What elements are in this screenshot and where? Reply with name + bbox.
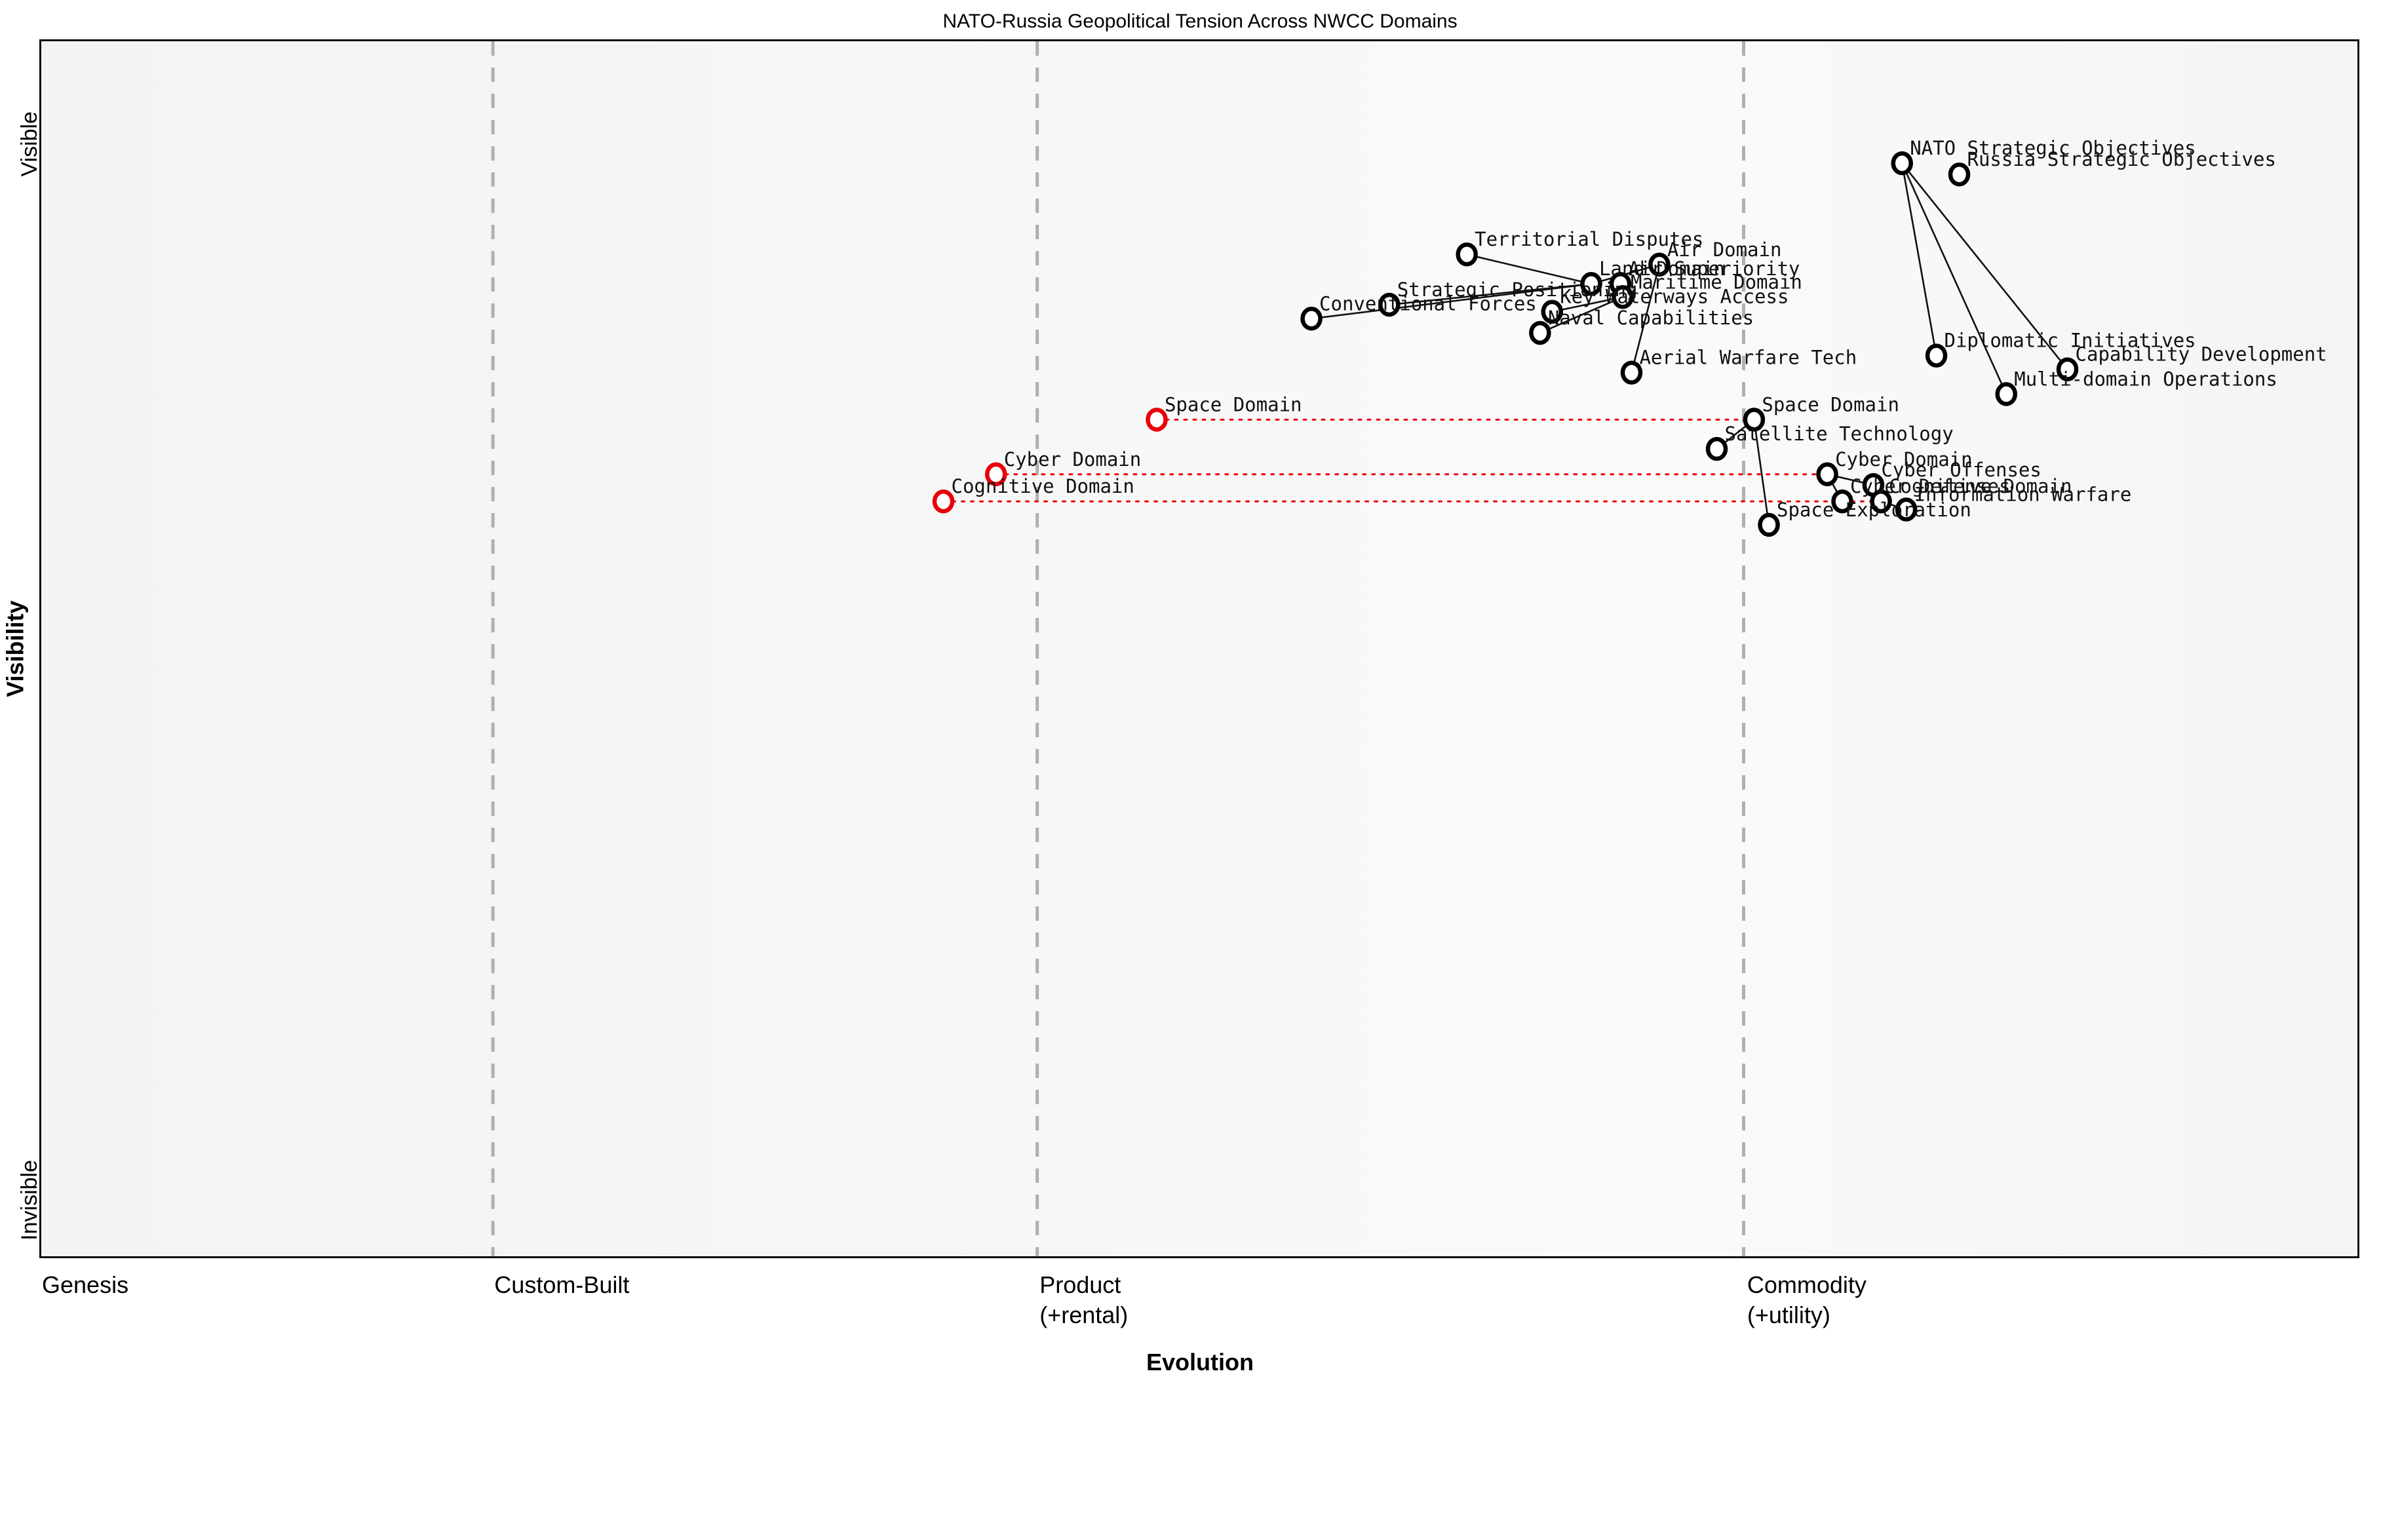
node-aerial_warfare_tech[interactable]: [1620, 360, 1643, 385]
edge-maritime_domain-to-key_waterways_access: [1551, 296, 1623, 313]
node-label-conventional_forces: Conventional Forces: [1319, 292, 1537, 315]
x-tick-main: Custom-Built: [494, 1271, 630, 1298]
node-label-information_warfare: Information Warfare: [1914, 484, 2132, 506]
node-label-maritime_domain: Maritime Domain: [1631, 271, 1802, 293]
node-label-cyber_offenses: Cyber Offenses: [1881, 459, 2041, 481]
node-label-naval_capabilities: Naval Capabilities: [1548, 307, 1754, 329]
node-label-territorial_disputes: Territorial Disputes: [1475, 228, 1703, 250]
plot-area: NATO Strategic Objectives Russia Strategi…: [39, 39, 2359, 1258]
edge-nato_strategic_objectives-to-multi_domain_operations: [1901, 163, 2007, 395]
node-label-russia_strategic_objectives: Russia Strategic Objectives: [1967, 148, 2276, 170]
node-label-cognitive_domain_from: Cognitive Domain: [951, 475, 1134, 497]
node-space_domain_to[interactable]: [1743, 408, 1766, 432]
node-label-satellite_technology: Satellite Technology: [1724, 423, 1953, 445]
node-label-multi_domain_operations: Multi-domain Operations: [2014, 368, 2277, 390]
node-label-diplomatic_initiatives: Diplomatic Initiatives: [1945, 330, 2196, 352]
node-label-air_domain: Air Domain: [1667, 239, 1782, 261]
edge-space_domain_to-to-space_exploration: [1753, 419, 1770, 526]
x-axis-label: Evolution: [1146, 1349, 1254, 1376]
node-information_warfare[interactable]: [1895, 497, 1918, 522]
chart-title: NATO-Russia Geopolitical Tension Across …: [942, 10, 1458, 32]
node-nato_strategic_objectives[interactable]: [1891, 151, 1913, 176]
x-tick-commodity: Commodity (+utility): [1747, 1270, 1867, 1330]
node-label-air_superiority: Air Superiority: [1628, 258, 1800, 280]
node-cognitive_domain_from[interactable]: [932, 489, 955, 514]
node-label-space_exploration: Space Exploration: [1777, 499, 1971, 521]
node-label-cyber_domain_to: Cyber Domain: [1835, 448, 1973, 471]
node-space_exploration[interactable]: [1758, 512, 1780, 537]
node-satellite_technology[interactable]: [1705, 436, 1728, 461]
node-capability_development[interactable]: [2056, 357, 2079, 381]
node-strategic_positioning[interactable]: [1378, 292, 1401, 317]
node-diplomatic_initiatives[interactable]: [1925, 343, 1948, 368]
node-label-cyber_defenses: Cyber Defenses: [1850, 475, 2010, 497]
node-multi_domain_operations[interactable]: [1995, 382, 2017, 406]
evolution-arrows: [942, 418, 1882, 503]
node-label-space_domain_from: Space Domain: [1165, 393, 1302, 415]
x-tick-sub: (+utility): [1747, 1301, 1830, 1329]
map-nodes: [932, 151, 2079, 537]
node-territorial_disputes[interactable]: [1456, 242, 1478, 267]
gridlines: [491, 41, 1745, 1256]
x-tick-main: Product: [1039, 1271, 1121, 1298]
node-naval_capabilities[interactable]: [1529, 320, 1551, 345]
node-land_domain[interactable]: [1580, 271, 1602, 296]
node-label-cyber_domain_from: Cyber Domain: [1004, 448, 1142, 471]
node-maritime_domain[interactable]: [1612, 285, 1634, 309]
node-label-aerial_warfare_tech: Aerial Warfare Tech: [1639, 347, 1857, 369]
x-tick-sub: (+rental): [1039, 1301, 1129, 1329]
node-cognitive_domain_to[interactable]: [1870, 489, 1892, 514]
x-tick-product: Product (+rental): [1039, 1270, 1128, 1330]
node-air_domain[interactable]: [1648, 252, 1671, 277]
x-tick-custom-built: Custom-Built: [494, 1270, 629, 1300]
node-russia_strategic_objectives[interactable]: [1948, 162, 1971, 187]
node-space_domain_from[interactable]: [1146, 408, 1168, 432]
node-label-nato_strategic_objectives: NATO Strategic Objectives: [1910, 137, 2196, 159]
node-label-cognitive_domain_to: Cognitive Domain: [1889, 475, 2072, 497]
x-tick-main: Genesis: [42, 1271, 129, 1298]
node-conventional_forces[interactable]: [1300, 307, 1323, 331]
x-tick-main: Commodity: [1747, 1271, 1867, 1298]
edge-land_domain-to-conventional_forces: [1311, 282, 1592, 320]
y-axis-label: Visibility: [2, 0, 29, 1298]
edge-nato_strategic_objectives-to-diplomatic_initiatives: [1901, 163, 1937, 356]
node-label-strategic_positioning: Strategic Positioning: [1397, 279, 1638, 301]
y-axis-label-text: Visibility: [2, 600, 29, 697]
node-key_waterways_access[interactable]: [1541, 299, 1563, 324]
x-tick-genesis: Genesis: [42, 1270, 128, 1300]
node-label-space_domain_to: Space Domain: [1762, 393, 1899, 415]
node-cyber_domain_from[interactable]: [984, 462, 1007, 487]
edge-maritime_domain-to-naval_capabilities: [1539, 296, 1623, 334]
edge-nato_strategic_objectives-to-capability_development: [1901, 163, 2068, 370]
node-label-key_waterways_access: Key Waterways Access: [1560, 286, 1789, 308]
node-label-land_domain: Land Domain: [1599, 258, 1725, 280]
edge-territorial_disputes-to-land_domain: [1466, 253, 1592, 285]
node-cyber_domain_to[interactable]: [1816, 462, 1838, 487]
node-cyber_defenses[interactable]: [1831, 489, 1853, 514]
edge-air_domain-to-aerial_warfare_tech: [1631, 264, 1661, 373]
node-label-capability_development: Capability Development: [2076, 343, 2327, 366]
